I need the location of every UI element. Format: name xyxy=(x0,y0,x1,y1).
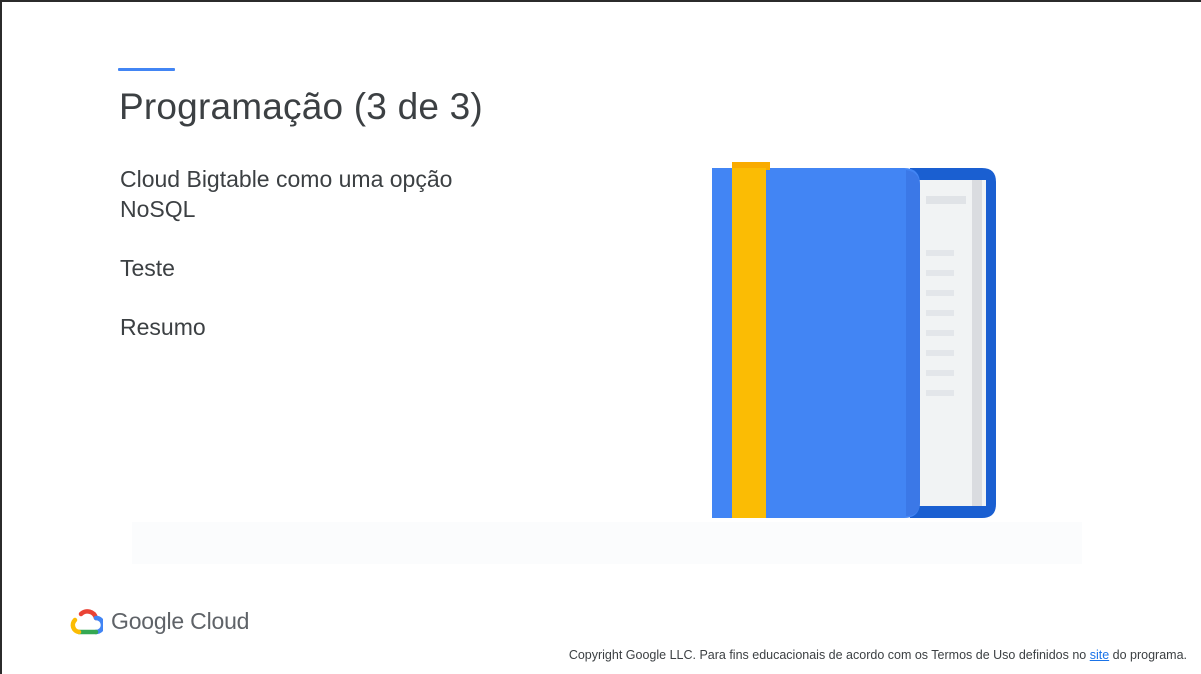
site-link[interactable]: site xyxy=(1089,648,1110,662)
google-cloud-logo: Google Cloud xyxy=(69,608,249,635)
slide-title: Programação (3 de 3) xyxy=(119,86,483,127)
footer-text-before: Copyright Google LLC. Para fins educacio… xyxy=(568,648,1090,662)
background-band xyxy=(132,522,1082,564)
google-cloud-logo-icon xyxy=(70,608,103,634)
agenda-item-teste: Teste xyxy=(120,255,175,281)
copyright-footer: Copyright Google LLC. Para fins educacio… xyxy=(569,648,1187,662)
agenda-item-bigtable: Cloud Bigtable como uma opção NoSQL xyxy=(120,166,453,222)
agenda-list: Cloud Bigtable como uma opção NoSQL Test… xyxy=(120,164,540,371)
title-accent-line xyxy=(118,68,175,71)
logo-text: Google Cloud xyxy=(111,608,250,634)
agenda-item-resumo: Resumo xyxy=(120,314,206,340)
footer-text-after: do programa. xyxy=(1109,648,1187,662)
book-icon xyxy=(712,162,996,518)
